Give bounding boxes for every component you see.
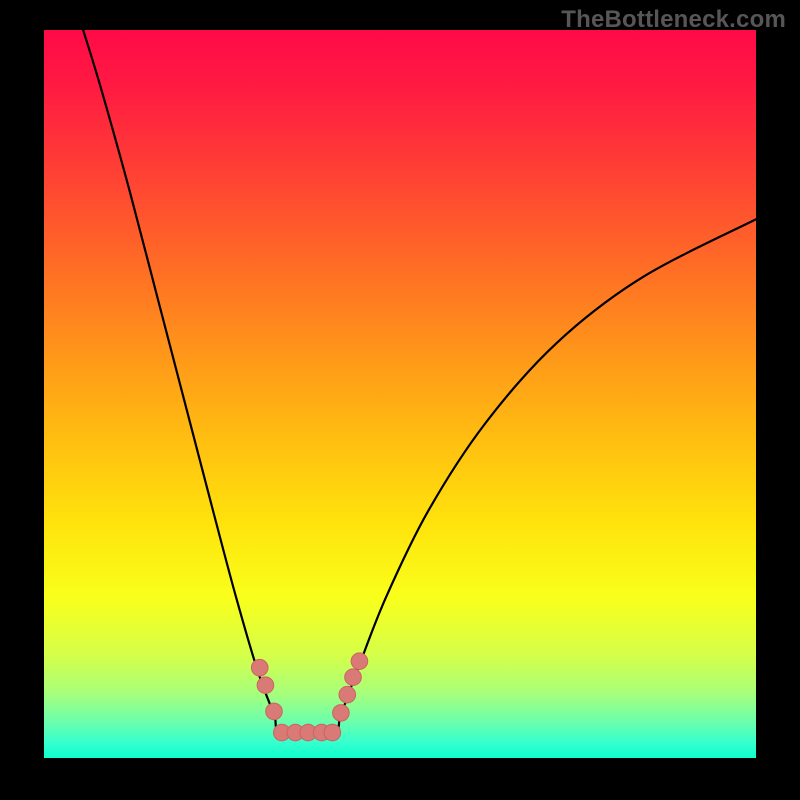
gradient-background (44, 30, 756, 758)
marker-dot (324, 724, 341, 741)
marker-dot (266, 703, 283, 720)
plot-area (44, 30, 756, 758)
chart-root: TheBottleneck.com (0, 0, 800, 800)
chart-svg (44, 30, 756, 758)
marker-dot (251, 659, 268, 676)
marker-dot (345, 669, 362, 686)
marker-dot (333, 705, 350, 722)
marker-dot (351, 653, 368, 670)
marker-dot (257, 677, 274, 694)
marker-dot (339, 686, 356, 703)
